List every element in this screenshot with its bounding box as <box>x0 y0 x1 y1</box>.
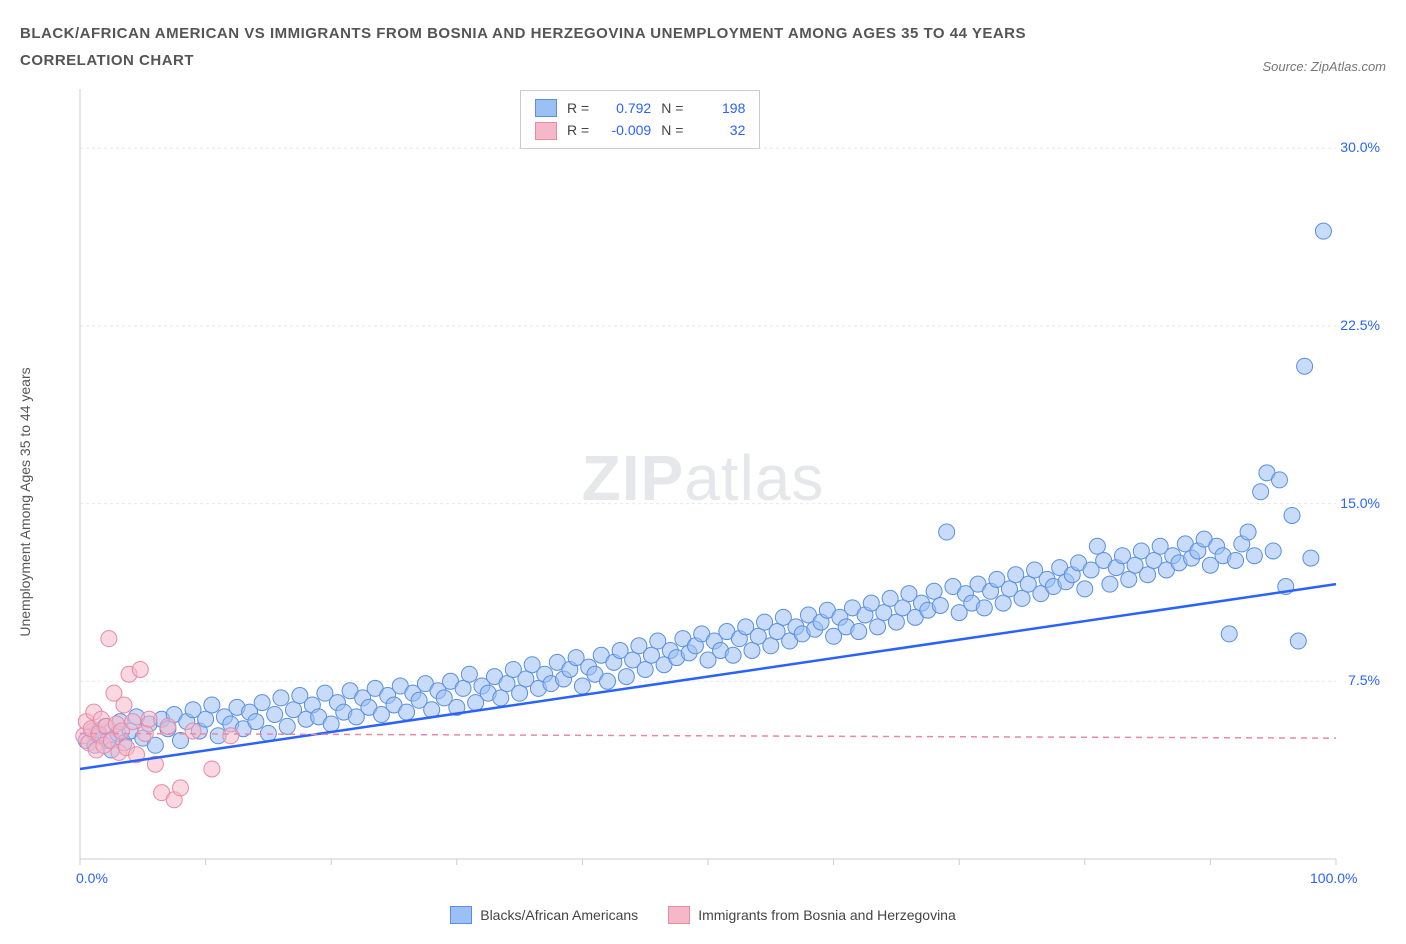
r-label: R = <box>567 97 589 119</box>
y-tick-label: 30.0% <box>1340 139 1380 155</box>
r-value-1: 0.792 <box>599 97 651 119</box>
series-1-label: Blacks/African Americans <box>480 907 638 923</box>
swatch-series-2 <box>668 906 690 924</box>
n-value-2: 32 <box>693 119 745 141</box>
y-axis-label: Unemployment Among Ages 35 to 44 years <box>17 367 33 636</box>
legend-row-2: R = -0.009 N = 32 <box>535 119 745 141</box>
y-tick-label: 7.5% <box>1348 672 1380 688</box>
source-label: Source: ZipAtlas.com <box>1262 59 1386 74</box>
scatter-chart <box>20 84 1386 904</box>
legend-row-1: R = 0.792 N = 198 <box>535 97 745 119</box>
x-tick-label: 100.0% <box>1310 870 1357 886</box>
legend-item-1: Blacks/African Americans <box>450 906 638 924</box>
r-label: R = <box>567 119 589 141</box>
header: BLACK/AFRICAN AMERICAN VS IMMIGRANTS FRO… <box>20 20 1386 74</box>
n-label: N = <box>661 119 683 141</box>
y-tick-label: 15.0% <box>1340 495 1380 511</box>
legend-item-2: Immigrants from Bosnia and Herzegovina <box>668 906 956 924</box>
swatch-series-1 <box>535 99 557 117</box>
correlation-legend: R = 0.792 N = 198 R = -0.009 N = 32 <box>520 90 760 149</box>
y-tick-label: 22.5% <box>1340 317 1380 333</box>
title-line-2: CORRELATION CHART <box>20 52 194 69</box>
swatch-series-2 <box>535 122 557 140</box>
r-value-2: -0.009 <box>599 119 651 141</box>
n-value-1: 198 <box>693 97 745 119</box>
series-2-label: Immigrants from Bosnia and Herzegovina <box>698 907 956 923</box>
x-tick-label: 0.0% <box>76 870 108 886</box>
title-line-1: BLACK/AFRICAN AMERICAN VS IMMIGRANTS FRO… <box>20 25 1026 42</box>
swatch-series-1 <box>450 906 472 924</box>
chart-title: BLACK/AFRICAN AMERICAN VS IMMIGRANTS FRO… <box>20 20 1026 74</box>
bottom-legend: Blacks/African Americans Immigrants from… <box>20 906 1386 924</box>
n-label: N = <box>661 97 683 119</box>
chart-container: Unemployment Among Ages 35 to 44 years Z… <box>20 84 1386 904</box>
